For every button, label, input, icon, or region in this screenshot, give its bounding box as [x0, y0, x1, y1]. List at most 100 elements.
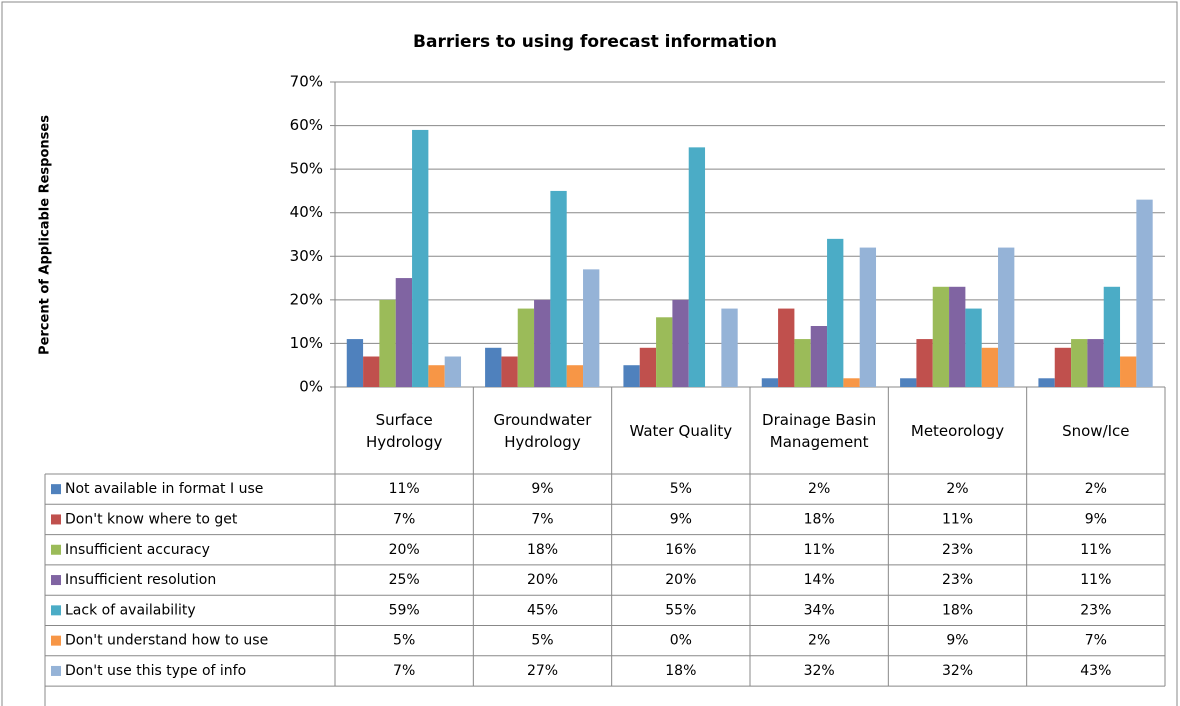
bar	[721, 308, 738, 387]
value-label: 27%	[527, 663, 558, 679]
value-label: 25%	[389, 572, 420, 588]
y-tick-label: 0%	[299, 378, 323, 396]
bar	[379, 299, 396, 387]
bar	[794, 339, 811, 387]
bar	[1087, 339, 1104, 387]
value-label: 23%	[1080, 602, 1111, 618]
value-label: 18%	[942, 602, 973, 618]
legend-label: Don't use this type of info	[65, 663, 246, 679]
bar	[395, 278, 413, 387]
bar	[778, 308, 795, 387]
bar	[900, 378, 917, 387]
bar	[656, 317, 673, 387]
bar	[501, 356, 518, 387]
value-label: 2%	[808, 633, 830, 649]
category-label: Groundwater Hydrology	[493, 410, 592, 451]
value-label: 11%	[942, 511, 973, 527]
value-label: 34%	[804, 602, 835, 618]
bar	[859, 247, 877, 387]
value-label: 7%	[393, 511, 415, 527]
legend-key	[51, 605, 61, 616]
bar	[517, 308, 535, 387]
bar	[346, 339, 364, 387]
value-label: 5%	[531, 633, 553, 649]
legend-label: Don't understand how to use	[65, 633, 268, 649]
bar	[583, 269, 600, 387]
value-label: 5%	[670, 481, 692, 497]
value-label: 9%	[1085, 511, 1107, 527]
value-label: 18%	[665, 663, 696, 679]
value-label: 20%	[665, 572, 696, 588]
bar	[1103, 286, 1121, 387]
value-label: 20%	[527, 572, 558, 588]
value-label: 55%	[665, 602, 696, 618]
bar	[550, 190, 567, 387]
value-label: 32%	[804, 663, 835, 679]
value-label: 32%	[942, 663, 973, 679]
value-label: 45%	[527, 602, 558, 618]
legend-key	[51, 544, 61, 555]
bar	[916, 339, 933, 387]
legend-label: Insufficient resolution	[65, 572, 216, 588]
bar	[1136, 199, 1153, 387]
y-tick-label: 70%	[290, 73, 323, 91]
bar	[843, 378, 860, 387]
value-label: 9%	[946, 633, 968, 649]
y-tick-label: 40%	[290, 203, 323, 221]
legend-label: Insufficient accuracy	[65, 542, 210, 558]
value-label: 23%	[942, 572, 973, 588]
bar	[932, 286, 950, 387]
value-label: 59%	[389, 602, 420, 618]
value-label: 18%	[527, 542, 558, 558]
value-label: 0%	[670, 633, 692, 649]
bar	[623, 365, 640, 387]
value-label: 11%	[804, 542, 835, 558]
value-label: 11%	[389, 481, 420, 497]
legend-label: Not available in format I use	[65, 481, 263, 497]
value-label: 11%	[1080, 572, 1111, 588]
value-label: 9%	[670, 511, 692, 527]
y-tick-label: 20%	[290, 290, 323, 308]
legend-key	[51, 484, 61, 495]
value-label: 11%	[1080, 542, 1111, 558]
bar	[1038, 378, 1055, 387]
value-label: 2%	[946, 481, 968, 497]
legend-label: Don't know where to get	[65, 511, 238, 527]
value-label: 14%	[804, 572, 835, 588]
value-label: 18%	[804, 511, 835, 527]
legend-key	[51, 575, 61, 586]
y-tick-label: 10%	[290, 334, 323, 352]
bar	[1120, 356, 1137, 387]
bar	[534, 299, 551, 387]
value-label: 7%	[1085, 633, 1107, 649]
bar	[363, 356, 380, 387]
bar	[981, 347, 999, 387]
legend-key	[51, 665, 61, 676]
value-label: 23%	[942, 542, 973, 558]
y-tick-label: 30%	[290, 247, 323, 265]
value-label: 16%	[665, 542, 696, 558]
value-label: 9%	[531, 481, 553, 497]
legend-key	[51, 514, 61, 525]
y-tick-label: 50%	[290, 160, 323, 178]
bar	[672, 299, 689, 387]
category-label: Drainage Basin Management	[762, 410, 877, 451]
bar	[1054, 347, 1072, 387]
value-label: 2%	[1085, 481, 1107, 497]
bar	[1071, 339, 1088, 387]
legend-key	[51, 635, 61, 646]
bar	[965, 308, 982, 387]
y-tick-label: 60%	[290, 116, 323, 134]
bar	[827, 238, 844, 387]
y-axis-label: Percent of Applicable Responses	[38, 115, 53, 355]
bar	[428, 365, 445, 387]
value-label: 5%	[393, 633, 415, 649]
chart-title: Barriers to using forecast information	[413, 32, 777, 52]
bar	[566, 365, 584, 387]
category-label: Surface Hydrology	[365, 410, 443, 451]
category-label: Water Quality	[629, 421, 733, 440]
value-label: 20%	[389, 542, 420, 558]
bar	[949, 286, 966, 387]
bar	[444, 356, 462, 387]
